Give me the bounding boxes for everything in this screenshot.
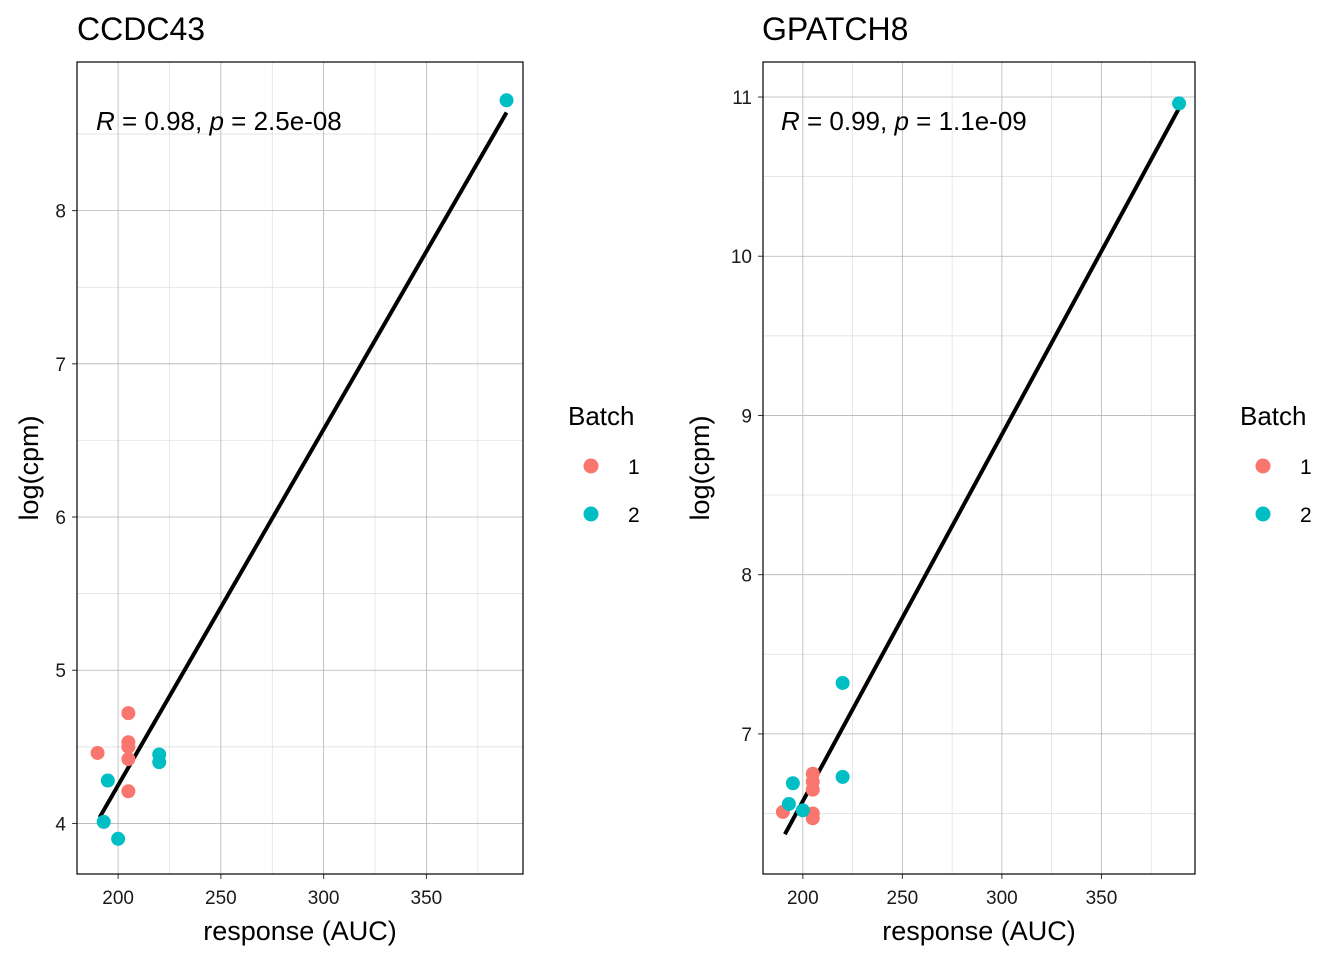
data-point-batch-2 <box>96 814 111 829</box>
regression-line <box>97 111 509 819</box>
x-tick-label: 350 <box>1086 888 1118 909</box>
annotation-p-text: = 1.1e-09 <box>909 106 1027 136</box>
y-tick-label: 4 <box>55 814 66 835</box>
correlation-annotation: R = 0.98, p = 2.5e-08 <box>96 106 342 136</box>
y-tick-label: 6 <box>55 508 66 529</box>
x-tick-label: 200 <box>787 888 819 909</box>
data-point-batch-1 <box>805 811 820 826</box>
data-point-batch-2 <box>835 769 850 784</box>
x-tick-label: 300 <box>308 888 340 909</box>
legend-label-2: 2 <box>1300 504 1312 527</box>
data-point-batch-1 <box>121 706 136 721</box>
data-point-batch-1 <box>90 745 105 760</box>
annotation-r-label: R <box>96 106 115 136</box>
data-point-batch-1 <box>121 752 136 767</box>
legend-title: Batch <box>1240 401 1307 431</box>
data-point-batch-2 <box>152 755 167 770</box>
annotation-r-text: = 0.99, <box>800 106 895 136</box>
x-tick-label: 200 <box>102 888 134 909</box>
y-tick-label: 9 <box>741 406 752 427</box>
y-tick-label: 11 <box>732 88 752 109</box>
annotation-p-label: p <box>208 106 223 136</box>
x-tick-label: 250 <box>205 888 237 909</box>
data-point-batch-2 <box>1172 96 1187 111</box>
data-point-batch-2 <box>785 776 800 791</box>
annotation-p-label: p <box>893 106 908 136</box>
data-point-batch-2 <box>111 831 126 846</box>
y-tick-label: 7 <box>55 355 66 376</box>
x-axis-label: response (AUC) <box>203 916 397 946</box>
chart-title: CCDC43 <box>77 11 205 47</box>
legend-key-2 <box>583 506 599 522</box>
data-point-batch-2 <box>795 803 810 818</box>
panel-border <box>76 61 524 875</box>
panel-border <box>762 61 1196 875</box>
data-point-batch-2 <box>781 796 796 811</box>
y-tick-label: 7 <box>741 725 752 746</box>
legend-label-1: 1 <box>628 456 640 479</box>
y-axis-label: log(cpm) <box>14 415 44 520</box>
legend-label-1: 1 <box>1300 456 1312 479</box>
legend-label-2: 2 <box>628 504 640 527</box>
annotation-r-label: R <box>781 106 800 136</box>
chart-panel-1: 200 250 300 350 4 5 6 7 8 R = 0.98, p = 2.5e-08 CC… <box>14 11 640 946</box>
y-tick-label: 10 <box>731 247 752 268</box>
data-point-batch-2 <box>499 93 514 108</box>
chart-panel-2: 200 250 300 350 7 8 9 10 11 R = 0.99, p = 1.1e-09… <box>685 11 1312 946</box>
data-point-batch-1 <box>121 784 136 799</box>
data-point-batch-1 <box>121 739 136 754</box>
correlation-annotation: R = 0.99, p = 1.1e-09 <box>781 106 1027 136</box>
regression-line <box>783 107 1181 836</box>
annotation-p-text: = 2.5e-08 <box>224 106 342 136</box>
data-point-batch-2 <box>100 773 115 788</box>
legend-key-2 <box>1255 506 1271 522</box>
annotation-r-text: = 0.98, <box>115 106 210 136</box>
y-tick-label: 8 <box>55 202 66 223</box>
legend-title: Batch <box>568 401 635 431</box>
y-axis-label: log(cpm) <box>685 415 715 520</box>
x-tick-label: 350 <box>411 888 443 909</box>
chart-title: GPATCH8 <box>762 11 908 47</box>
x-axis-label: response (AUC) <box>882 916 1076 946</box>
data-point-batch-1 <box>805 782 820 797</box>
legend-key-1 <box>583 458 599 474</box>
y-tick-label: 5 <box>55 661 66 682</box>
y-tick-label: 8 <box>741 566 752 587</box>
legend: Batch 1 2 <box>568 401 640 527</box>
x-tick-label: 300 <box>986 888 1018 909</box>
data-point-batch-2 <box>835 675 850 690</box>
legend-key-1 <box>1255 458 1271 474</box>
legend: Batch 1 2 <box>1240 401 1312 527</box>
x-tick-label: 250 <box>887 888 919 909</box>
